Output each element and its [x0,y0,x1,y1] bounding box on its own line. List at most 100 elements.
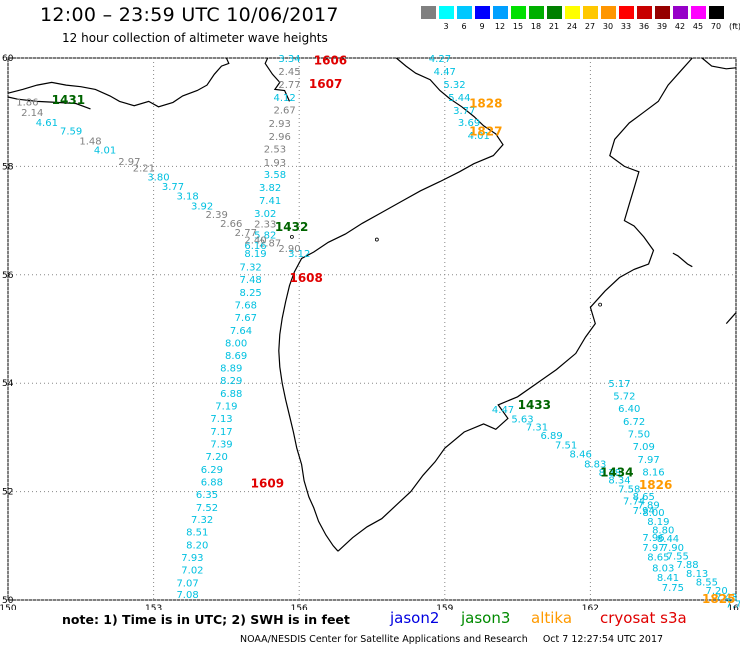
scale-swatch [421,6,436,19]
lat-tick-label: 52 [2,488,13,498]
wave-height-value: 5.17 [608,379,630,390]
axis-ticks: 150 153 156 159 162 165 60 58 56 54 52 50 [0,54,740,610]
scale-swatch [637,6,652,19]
wave-height-value: 3.77 [453,106,475,117]
coastline [7,57,737,552]
wave-height-value: 2.93 [269,119,291,130]
wave-height-value: 7.09 [633,442,655,453]
scale-label: 42 [674,22,686,31]
graticule [7,57,737,601]
wave-height-value: 3.80 [147,173,169,184]
scale-label: 24 [566,22,578,31]
wave-height-value: 7.50 [628,430,650,441]
wave-height-value: 2.53 [264,145,286,156]
wave-height-value: 8.29 [220,376,242,387]
wave-height-value: 8.46 [570,450,592,461]
wave-height-value: 7.20 [206,452,228,463]
scale-label: 9 [479,22,485,31]
scale-label: 27 [584,22,596,31]
wave-height-value: 7.90 [662,543,684,554]
wave-height-value: 7.20 [705,586,727,597]
wave-height-value: 7.17 [210,427,232,438]
pass-time-label: 1431 [52,93,85,107]
wave-height-value: 4.27 [429,54,451,65]
wave-height-value: 7.59 [60,127,82,138]
legend-jason2: jason2 [390,609,440,627]
wave-height-value: 6.89 [540,431,562,442]
island [374,237,379,242]
wave-height-value: 4.47 [434,67,456,78]
wave-height-value: 2.77 [278,80,300,91]
island [290,234,294,239]
legend-jason3: jason3 [461,609,511,627]
wave-height-value: 1.93 [264,158,286,169]
scale-swatch [511,6,526,19]
wave-height-value: 8.51 [186,528,208,539]
wave-height-value: 7.75 [662,583,684,594]
legend-altika: altika [531,609,573,627]
pass-time-label: 1825 [702,592,735,606]
wave-height-value: 5.72 [613,392,635,403]
wave-height-value: 7.02 [181,566,203,577]
wave-height-value: 7.13 [210,414,232,425]
lon-tick-label: 159 [436,604,453,610]
wave-height-value: 7.39 [210,439,232,450]
wave-height-value: 7.51 [555,440,577,451]
pass-time-label: 1828 [469,96,502,110]
wave-height-value: 7.97 [638,455,660,466]
scale-swatch [457,6,472,19]
wave-height-value: 2.39 [206,210,228,221]
lat-tick-label: 60 [2,54,14,64]
scale-swatch [493,6,508,19]
wave-height-value: 7.89 [638,501,660,512]
scale-label: 12 [494,22,506,31]
wave-height-value: 7.32 [191,515,213,526]
lat-tick-label: 54 [2,379,14,389]
wave-height-value: 6.40 [618,404,640,415]
wave-height-value: 6.16 [244,241,266,252]
wave-height-value: 8.19 [647,517,669,528]
lon-tick-label: 153 [145,604,162,610]
wave-height-value: 7.43 [715,593,737,604]
wave-height-value: 2.67 [274,105,296,116]
wave-height-value: 3.82 [259,183,281,194]
wave-height-value: 8.25 [240,288,262,299]
lon-tick-label: 162 [582,604,599,610]
pass-time-label: 1608 [289,271,322,285]
coastline-segment [337,57,693,552]
lon-tick-label: 150 [0,604,17,610]
scale-label: 33 [620,22,632,31]
wave-height-value: 6.88 [201,477,223,488]
wave-height-value: 7.68 [235,301,257,312]
wave-height-value: 6.72 [623,417,645,428]
wave-height-value: 7.97 [642,543,664,554]
coastline-segment [264,57,291,102]
wave-height-value: 8.00 [225,339,247,350]
wave-height-value: 2.90 [278,244,300,255]
pass-time-labels: 1606 1607 1431 1828 1827 1432 1608 1433 1434 1826… [52,54,736,606]
scale-swatch [475,6,490,19]
wave-height-value: 8.20 [186,541,208,552]
credit-text: NOAA/NESDIS Center for Satellite Applica… [240,634,528,645]
pass-time-label: 1606 [314,54,347,68]
wave-height-value: 2.14 [21,108,43,119]
wave-height-value: 8.65 [633,492,655,503]
wave-height-value: 7.64 [230,326,252,337]
wave-height-value: 5.63 [511,414,533,425]
wave-height-value: 7.52 [196,503,218,514]
wave-height-value: 8.44 [657,534,679,545]
wave-height-value: 8.80 [652,526,674,537]
map-frame [7,57,737,601]
wave-height-value: 8.34 [608,476,630,487]
wave-height-value: 1.48 [79,136,101,147]
scale-label: 30 [602,22,614,31]
wave-height-value: 7.58 [618,484,640,495]
wave-height-value: 2.97 [118,157,140,168]
scale-label: 36 [638,22,650,31]
wave-height-value: 4.47 [492,405,514,416]
altimeter-map: 150 153 156 159 162 165 60 58 56 54 52 50 3.34 2.45 2… [0,54,740,610]
map-subtitle: 12 hour collection of altimeter wave hei… [62,31,328,45]
lat-tick-label: 50 [2,596,14,606]
wave-height-value: 7.67 [235,313,257,324]
map-title: 12:00 – 23:59 UTC 10/06/2017 [40,4,339,26]
